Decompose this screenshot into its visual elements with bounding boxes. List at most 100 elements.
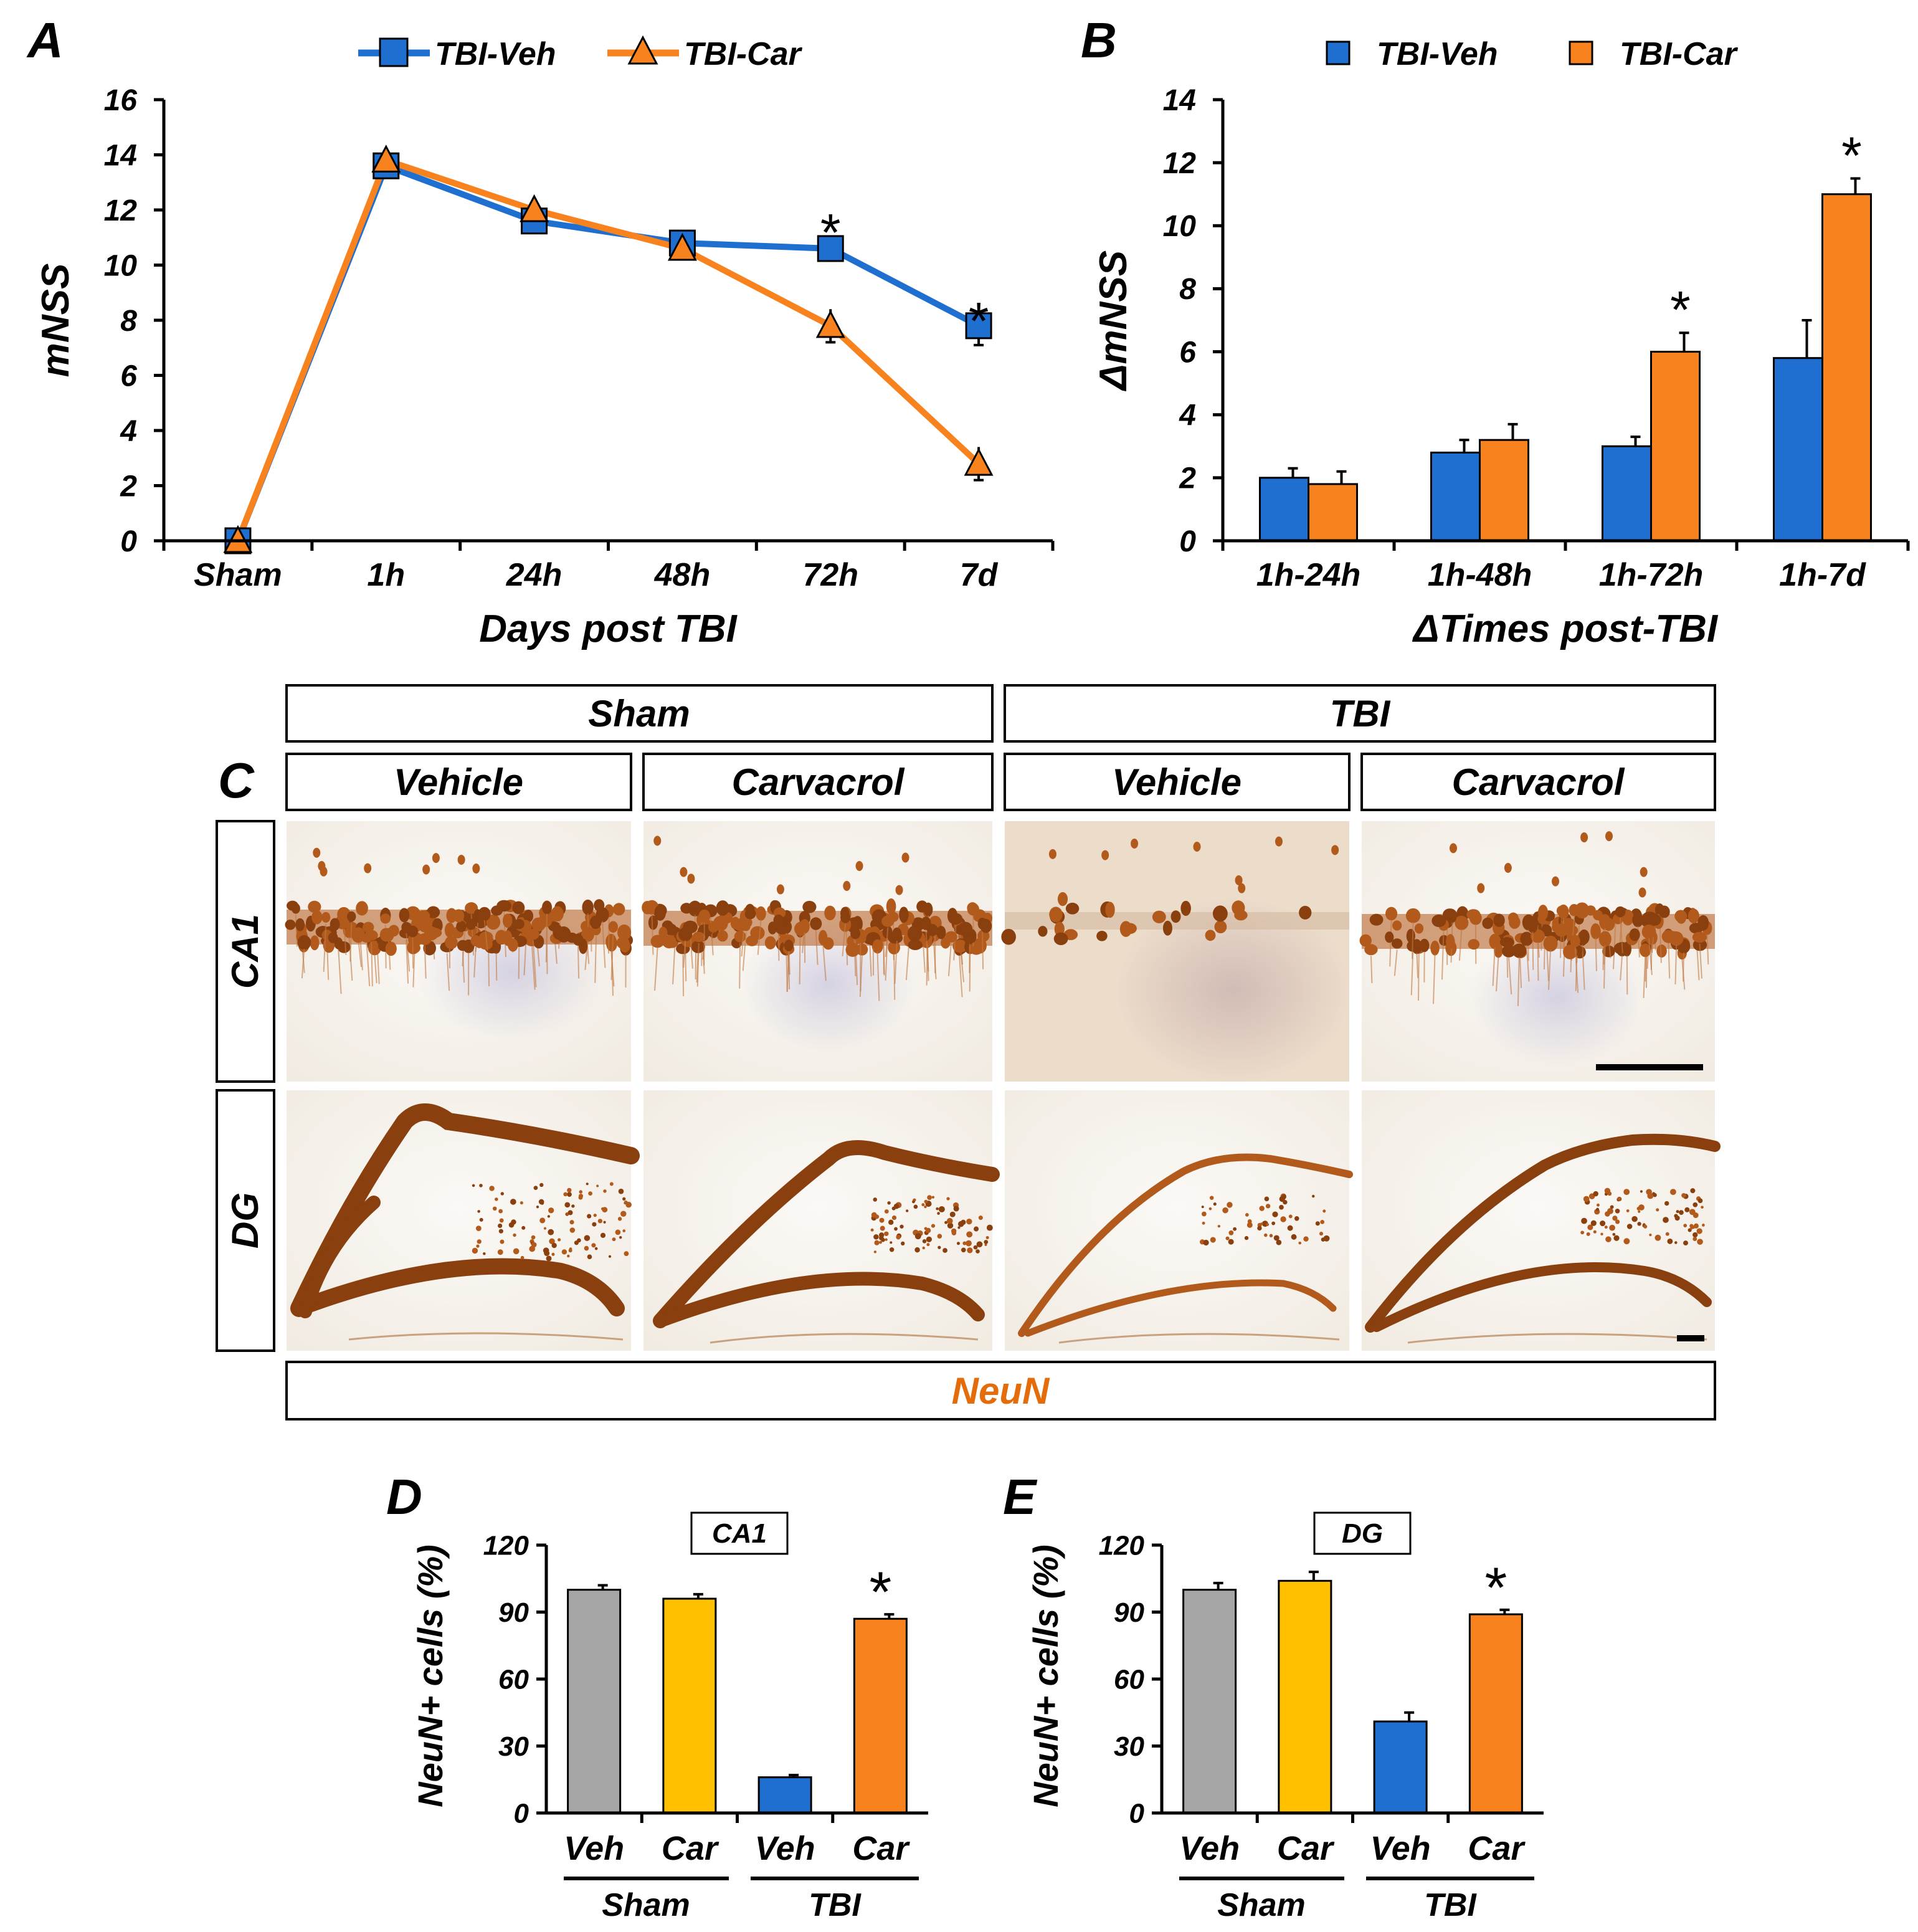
error-bars	[597, 1584, 895, 1777]
y-axis-label: ΔmNSS	[1092, 250, 1135, 391]
bar	[757, 1776, 812, 1814]
hilar-cell	[624, 1201, 628, 1205]
hilar-cell	[569, 1220, 574, 1225]
hilar-cell	[513, 1233, 516, 1237]
y-tick-label: 0	[514, 1798, 529, 1829]
dendrite	[960, 952, 965, 983]
micrograph-ca1-tbi-vehicle	[1001, 821, 1352, 1084]
scattered-neuron	[1552, 876, 1560, 887]
hilar-cell	[921, 1203, 925, 1207]
hilar-cell	[925, 1227, 931, 1234]
neuron	[658, 926, 668, 939]
marker-tbi-car	[371, 145, 401, 173]
hilar-cell	[926, 1243, 930, 1247]
hilar-cell	[1311, 1194, 1315, 1198]
row-label-ca1: CA1	[224, 914, 266, 989]
neuron	[1509, 915, 1521, 929]
dendrite	[1548, 949, 1552, 990]
scattered-neuron	[1048, 849, 1056, 859]
neuron	[936, 926, 946, 940]
hilar-cell	[596, 1184, 599, 1187]
hilar-cell	[1593, 1230, 1597, 1234]
bars	[567, 1589, 908, 1814]
bar-tbi-veh	[1430, 451, 1481, 542]
hilar-cell	[1246, 1222, 1253, 1228]
hilar-cell	[1684, 1207, 1690, 1212]
x-tick-label: 1h-24h	[1256, 557, 1361, 593]
hilar-cell	[1679, 1210, 1684, 1215]
dendrite	[1537, 942, 1539, 981]
neuron	[756, 906, 766, 921]
neuron	[527, 928, 539, 940]
hilar-cell	[1281, 1194, 1286, 1199]
neuron	[1538, 905, 1549, 921]
hilar-cell	[938, 1206, 945, 1212]
neuron	[1214, 920, 1227, 934]
hilar-cell	[1623, 1189, 1630, 1196]
hilar-cell	[913, 1204, 918, 1209]
neuron	[1466, 909, 1481, 920]
y-tick-label: 14	[104, 139, 137, 172]
hilar-cell	[549, 1238, 555, 1245]
neuron	[921, 916, 931, 931]
significance-markers: *	[869, 1561, 891, 1624]
dendrite	[885, 927, 889, 957]
dendrite	[1532, 931, 1534, 970]
hilar-cell	[1202, 1221, 1205, 1225]
neuron	[1598, 931, 1612, 947]
hilar-cell	[1646, 1189, 1652, 1196]
hilar-cell	[1697, 1239, 1703, 1245]
axis-ticks: 0 2 4 6 8 10 12 14 16 Sham 1h 24h 48h 72h 7d	[104, 84, 1055, 593]
hilar-cell	[624, 1251, 629, 1257]
hilar-cell	[1664, 1217, 1668, 1221]
hilar-cell	[1637, 1222, 1641, 1226]
panel-label-b: B	[1081, 12, 1117, 68]
hilar-cell	[539, 1217, 546, 1224]
hilar-cell	[1209, 1196, 1214, 1200]
hilar-cell	[1247, 1219, 1252, 1224]
bar	[567, 1589, 622, 1814]
scattered-neuron	[422, 864, 430, 875]
hilar-cell	[617, 1217, 622, 1221]
hilar-cell	[1208, 1207, 1212, 1211]
dendrite	[947, 943, 952, 976]
bar-tbi-car	[1650, 351, 1701, 542]
header-sham	[285, 684, 994, 743]
hilar-cell	[1697, 1198, 1703, 1204]
y-tick-label: 0	[1129, 1798, 1145, 1829]
hilar-cell	[1600, 1220, 1606, 1227]
significance-star: *	[1670, 280, 1691, 339]
y-tick-label: 2	[120, 470, 137, 503]
hilar-cell	[498, 1209, 503, 1214]
dendrite	[412, 938, 414, 969]
hilar-cell	[1581, 1217, 1587, 1224]
hilar-cell	[891, 1215, 897, 1221]
bar-tbi-car	[1308, 483, 1358, 542]
dendrite	[349, 923, 353, 962]
header-tbi-vehicle	[1004, 753, 1351, 811]
bars	[1182, 1579, 1523, 1814]
hilar-cell	[1587, 1224, 1593, 1230]
neuron	[453, 909, 465, 923]
micrograph-dg-tbi-vehicle	[1005, 1090, 1353, 1351]
hilar-cell	[520, 1201, 523, 1205]
neuron	[1001, 928, 1016, 945]
hilar-cell	[1692, 1202, 1698, 1207]
micrograph-dg-sham-carvacrol	[643, 1090, 1000, 1351]
hilar-cell	[1586, 1232, 1590, 1236]
dendrite	[338, 949, 342, 994]
hilar-cell	[1609, 1224, 1615, 1231]
scattered-neuron	[364, 863, 372, 873]
scattered-neuron	[472, 864, 480, 874]
dendrite	[905, 945, 909, 981]
neuron	[1152, 910, 1166, 923]
x-tick-label: Sham	[194, 557, 282, 593]
hilar-cell	[1676, 1210, 1679, 1214]
neuron	[822, 937, 834, 950]
neuron	[1419, 938, 1430, 953]
neuron	[1234, 910, 1248, 921]
dendrite	[376, 949, 380, 984]
hilar-cell	[1692, 1232, 1698, 1238]
marker-tbi-veh	[965, 312, 992, 340]
